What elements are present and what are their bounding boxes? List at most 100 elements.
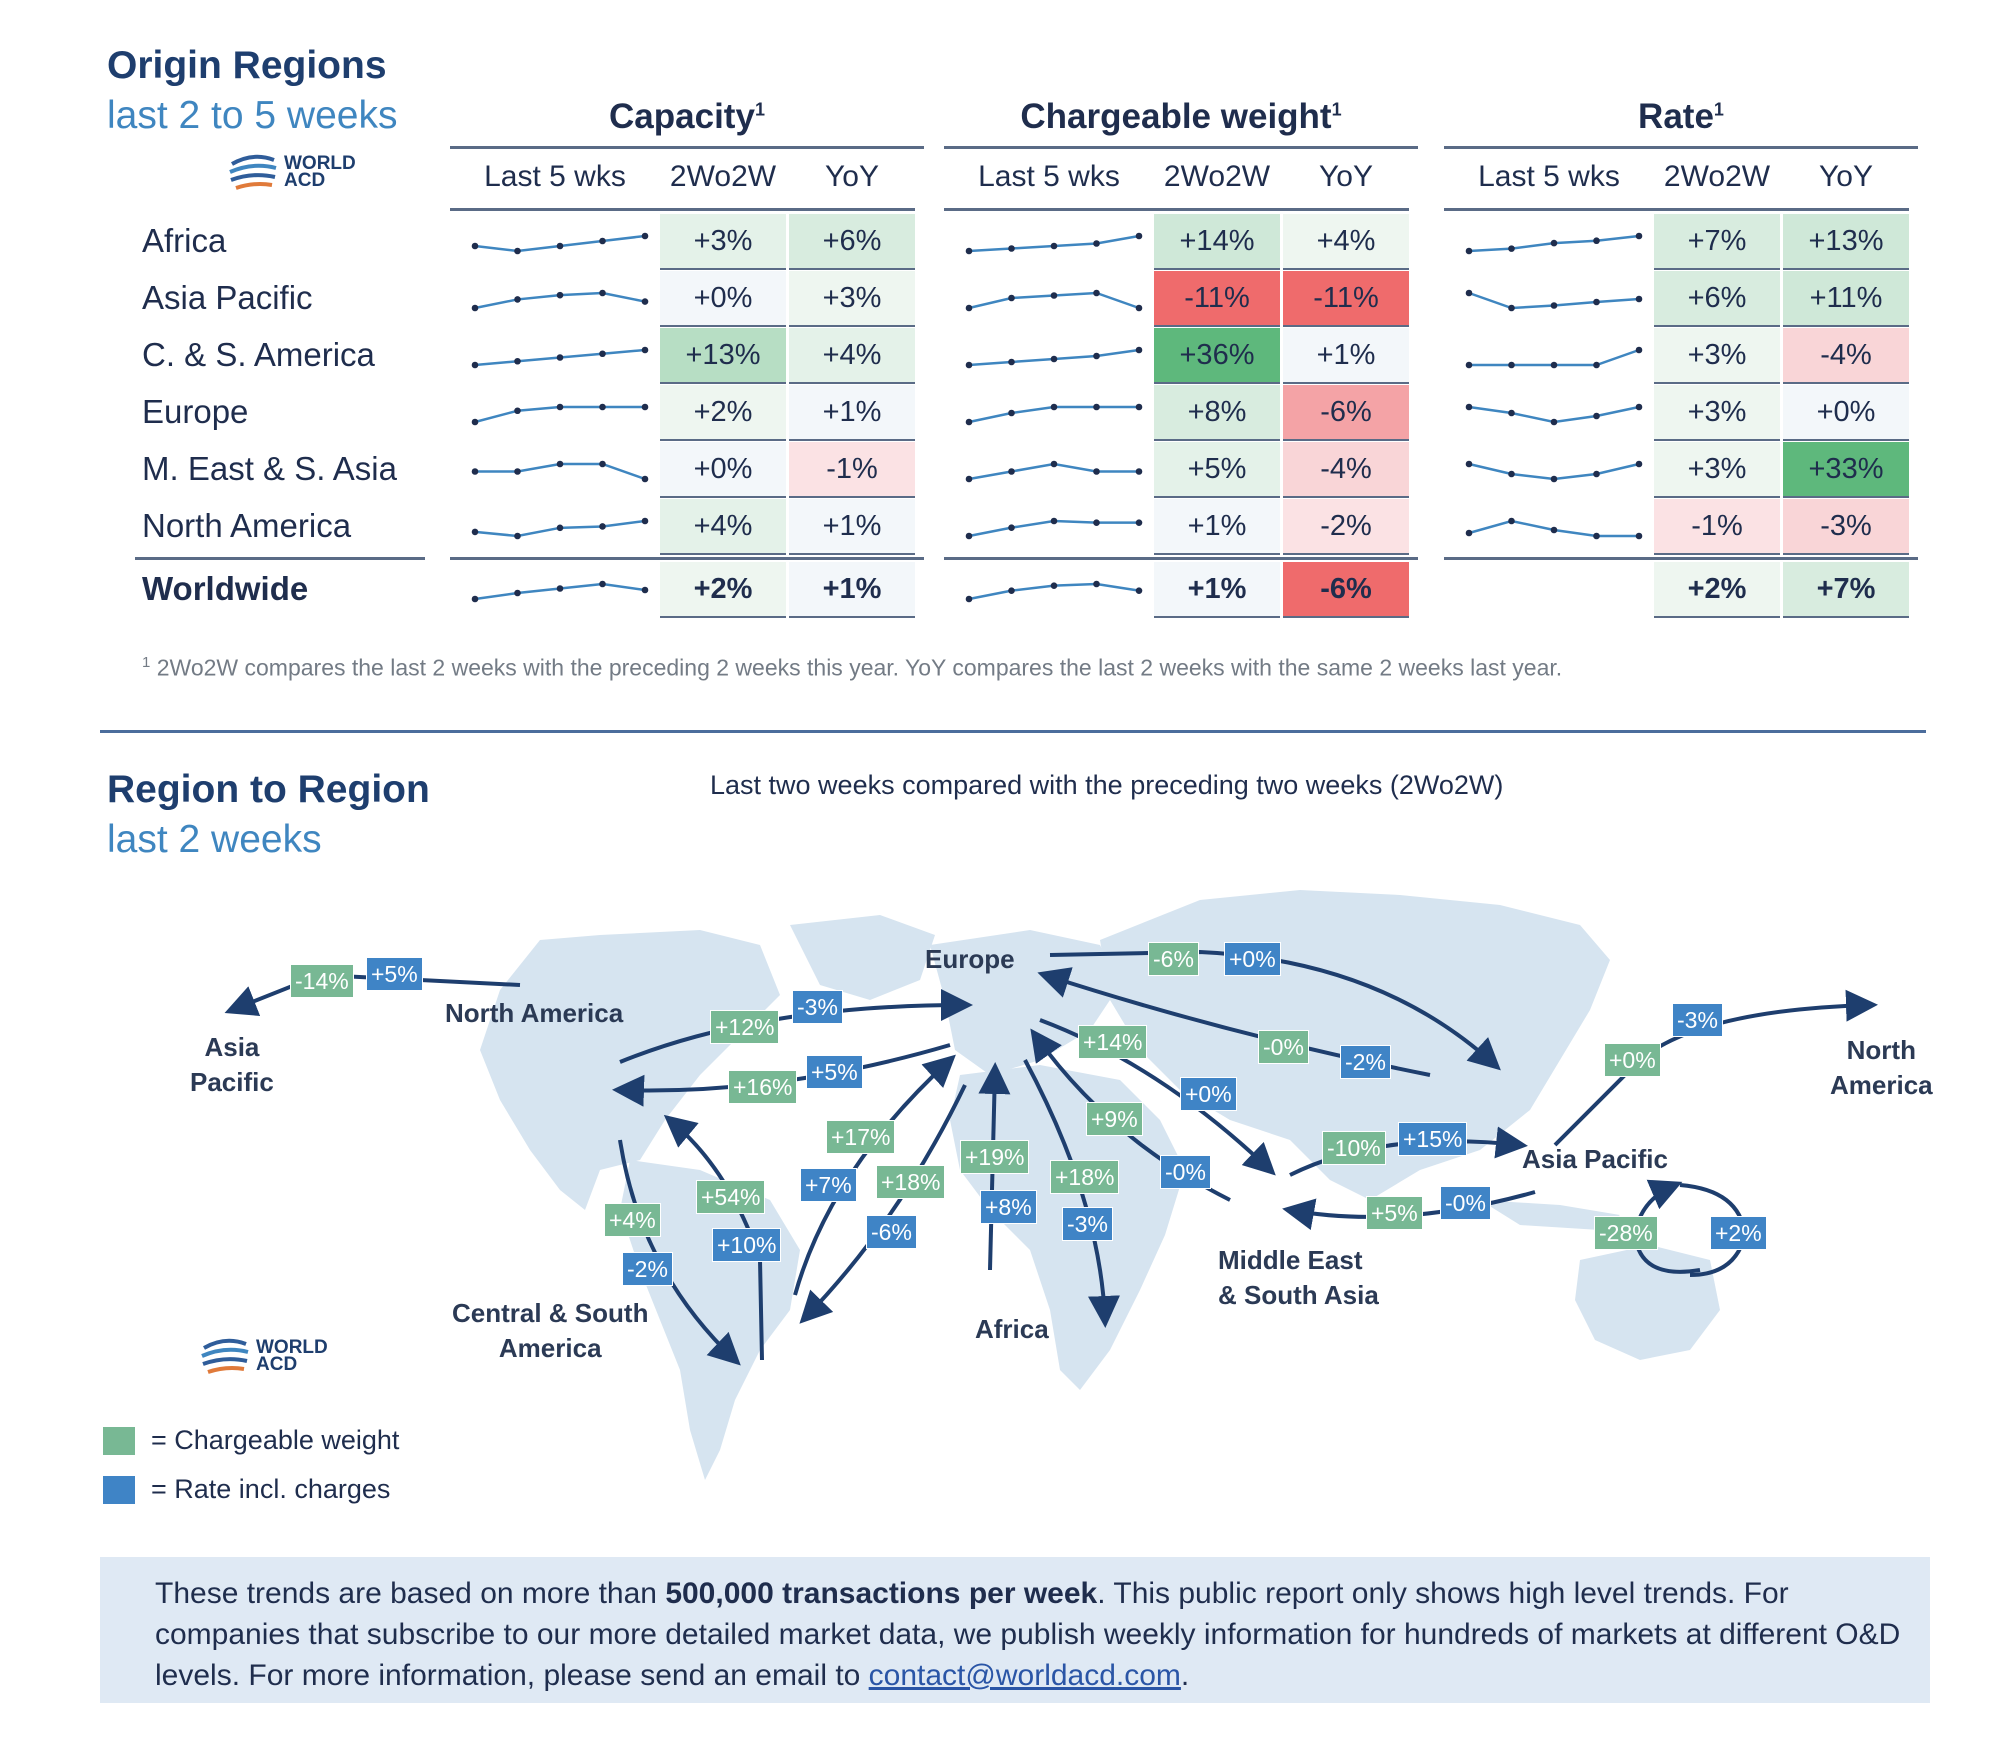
info-post: . This public report only shows high lev… [155,1577,1901,1692]
sparkline [965,346,1143,369]
sparkline-point [1508,517,1515,525]
group-rule [944,146,1418,149]
origin-subtitle: last 2 to 5 weeks [107,94,398,137]
value-cell: +1% [1154,499,1280,555]
sparkline [471,460,649,483]
sparkline-point [1550,239,1558,247]
sparkline-point [599,237,606,245]
sparkline-point [1635,403,1643,411]
sparkline-point [1550,418,1558,426]
worldwide-rule [1444,557,1918,560]
chargeable-weight-badge: -28% [1594,1216,1658,1250]
value-cell: +1% [789,385,915,441]
sparkline-point [1593,412,1600,420]
value-cell: +6% [789,214,915,270]
contact-email-link[interactable]: contact@worldacd.com [868,1659,1181,1692]
sparkline-point [1135,587,1143,594]
chargeable-weight-badge: +18% [1050,1160,1120,1194]
header-rule [1444,208,1909,211]
sparkline-point [1008,409,1015,417]
greenland-shape [790,915,935,1000]
arrow-eu-csa [799,1084,967,1324]
value-cell: +3% [789,271,915,327]
chargeable-weight-badge: -6% [1148,942,1199,976]
rate-badge: +7% [800,1168,857,1202]
sparkline-point [641,232,649,240]
chargeable-weight-badge: -10% [1322,1131,1386,1165]
footnote: 1 2Wo2W compares the last 2 weeks with t… [142,654,1902,682]
sparkline-point [1008,468,1015,475]
rate-badge: +8% [980,1190,1037,1224]
rate-badge: +10% [712,1228,782,1262]
sparkline [471,403,649,426]
sparkline-point [641,586,649,594]
value-cell: +33% [1783,442,1909,498]
chargeable-weight-badge: +12% [710,1010,780,1044]
sparkline-point [1008,524,1015,531]
sparkline-point [556,242,564,250]
sparkline-point [1550,526,1558,534]
column-header: Last 5 wks [978,160,1120,193]
globe-icon [229,154,277,190]
sparkline-point [514,247,521,255]
value-cell: +36% [1154,328,1280,384]
rate-badge: -3% [1062,1207,1113,1241]
worldacd-logo-map: WORLD ACD [200,1334,328,1378]
rate-badge: +5% [806,1055,863,1089]
sparkline-point [1093,519,1100,526]
value-cell: +2% [1654,562,1780,618]
sparkline-point [556,354,564,361]
arrow-mesa-ap [1289,1126,1528,1177]
rate-badge: +2% [1710,1216,1767,1250]
sparkline-point [641,475,649,483]
value-cell: +1% [789,499,915,555]
sparkline-point [599,523,606,530]
value-cell: +7% [1783,562,1909,618]
value-cell: -6% [1283,385,1409,441]
column-header: Last 5 wks [484,160,626,193]
chargeable-weight-badge: +14% [1078,1025,1148,1059]
chargeable-weight-badge: +18% [876,1165,946,1199]
sparkline-point [514,532,521,540]
header-rule [450,208,915,211]
region-label: C. & S. America [142,336,375,373]
sparkline-point [1635,532,1643,540]
sparkline-point [1550,475,1558,483]
rate-badge: +0% [1180,1077,1237,1111]
label-north-america-right: North America [1830,1035,1933,1100]
sparkline-point [1593,298,1600,306]
sparkline-point [471,304,479,312]
sparkline-point [471,242,479,250]
sparkline-point [1465,460,1473,468]
sparkline-point [599,580,606,588]
sparkline-point [1508,409,1515,417]
sparkline [965,289,1143,312]
value-cell: +14% [1154,214,1280,270]
legend-swatch [103,1475,135,1504]
group-rule [450,146,924,149]
sparkline-point [965,304,973,312]
north-america-shape [480,930,780,1210]
globe-icon [201,1338,249,1374]
logo-line1: WORLD [256,1337,328,1358]
sparkline-point [965,418,973,426]
sparkline-point [556,524,564,532]
sparkline-point [1508,361,1515,369]
legend-swatch [103,1426,135,1455]
sparkline-point [1593,361,1600,369]
column-header: Last 5 wks [1478,160,1620,193]
value-cell: +0% [660,271,786,327]
legend-rate: = Rate incl. charges [103,1474,390,1505]
sparkline [965,232,1143,255]
sparkline-point [1135,346,1143,354]
column-header: 2Wo2W [669,160,777,193]
label-asia-pacific: Asia Pacific [1522,1144,1668,1174]
value-cell: +2% [660,385,786,441]
sparkline-point [1465,247,1473,255]
sparkline-point [599,403,606,411]
sparkline-point [1135,468,1143,475]
r2r-caption: Last two weeks compared with the precedi… [710,770,1504,800]
sparkline-point [1050,292,1058,299]
r2r-subtitle: last 2 weeks [107,818,322,861]
worldacd-logo: WORLD ACD [228,150,356,194]
